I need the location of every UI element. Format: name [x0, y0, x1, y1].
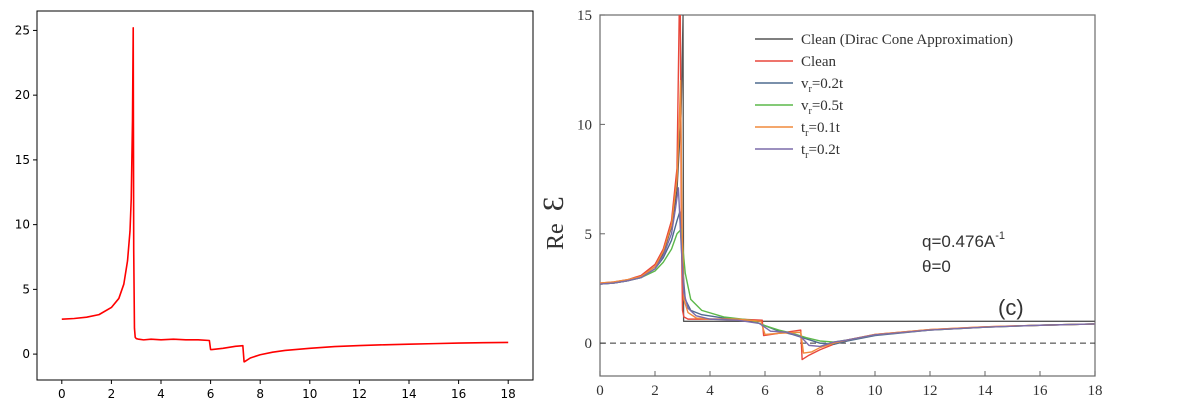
- right-series-line: [600, 187, 1095, 348]
- right-chart: 0 2 4 6 8 10 12 14 16 18 0 5 10 15 Clean (Dirac Cone…: [537, 8, 1103, 399]
- right-x-tick-label: 0: [596, 383, 604, 399]
- right-plot-frame: [599, 14, 1096, 377]
- legend-label: Clean: [801, 54, 836, 70]
- right-y-tick-label: 10: [577, 117, 592, 133]
- left-x-tick-label: 6: [207, 387, 215, 401]
- right-y-ticks: 0 5 10 15: [577, 8, 605, 352]
- left-chart: 0 2 4 6 8 10 12 14 16 18 0 5 10 15 20 25: [15, 10, 534, 401]
- right-x-tick-label: 14: [978, 383, 994, 399]
- left-y-tick-label: 0: [22, 347, 30, 361]
- left-x-tick-label: 2: [108, 387, 116, 401]
- legend-label: tr=0.1t: [801, 120, 841, 139]
- left-x-tick-label: 18: [501, 387, 516, 401]
- right-y-axis-label-re: Re: [543, 223, 569, 250]
- left-y-tick-label: 20: [15, 88, 30, 102]
- left-series: [61, 27, 509, 363]
- left-y-ticks: 0 5 10 15 20 25: [15, 23, 37, 361]
- right-x-tick-label: 6: [761, 383, 769, 399]
- annotation-q-value: q=0.476A-1: [922, 230, 1005, 251]
- right-x-tick-label: 2: [651, 383, 659, 399]
- panel-label: (c): [998, 295, 1024, 320]
- right-y-axis-label-epsilon: Ɛ: [537, 196, 570, 211]
- left-y-tick-label: 25: [15, 23, 30, 37]
- left-x-tick-label: 0: [58, 387, 66, 401]
- right-x-tick-label: 16: [1033, 383, 1049, 399]
- left-y-tick-label: 5: [22, 282, 30, 296]
- left-x-tick-label: 16: [451, 387, 466, 401]
- right-y-tick-label: 5: [585, 227, 593, 243]
- right-series-line: [600, 211, 1095, 345]
- right-x-ticks: 0 2 4 6 8 10 12 14 16 18: [596, 371, 1103, 399]
- legend-label: vr=0.5t: [801, 98, 844, 117]
- right-x-tick-label: 10: [868, 383, 883, 399]
- left-y-tick-label: 15: [15, 153, 30, 167]
- left-x-tick-label: 8: [256, 387, 264, 401]
- left-plot-frame: [36, 10, 534, 381]
- legend-label: tr=0.2t: [801, 142, 841, 161]
- annotation-q-text: q=0.476A: [922, 232, 996, 251]
- right-y-tick-label: 0: [585, 336, 593, 352]
- right-series: [600, 15, 1095, 361]
- right-y-axis-label: Re Ɛ: [537, 196, 570, 250]
- right-legend: Clean (Dirac Cone Approximation) Clean vr=…: [755, 32, 1013, 161]
- annotation-q-exponent: -1: [995, 230, 1005, 242]
- left-x-tick-label: 4: [157, 387, 165, 401]
- right-series-group: [600, 15, 1095, 361]
- left-y-tick-label: 10: [15, 218, 30, 232]
- legend-label: vr=0.2t: [801, 76, 844, 95]
- left-x-tick-label: 14: [401, 387, 416, 401]
- left-x-tick-label: 12: [352, 387, 367, 401]
- left-series-line: [61, 27, 509, 363]
- right-x-tick-label: 8: [816, 383, 824, 399]
- right-x-tick-label: 18: [1088, 383, 1103, 399]
- legend-label: Clean (Dirac Cone Approximation): [801, 32, 1013, 48]
- left-x-ticks: 0 2 4 6 8 10 12 14 16 18: [58, 380, 516, 401]
- right-x-tick-label: 4: [706, 383, 714, 399]
- right-y-tick-label: 15: [577, 8, 592, 24]
- left-x-tick-label: 10: [302, 387, 317, 401]
- annotation-theta: θ=0: [922, 257, 951, 276]
- right-x-tick-label: 12: [923, 383, 938, 399]
- right-series-line: [600, 15, 1095, 322]
